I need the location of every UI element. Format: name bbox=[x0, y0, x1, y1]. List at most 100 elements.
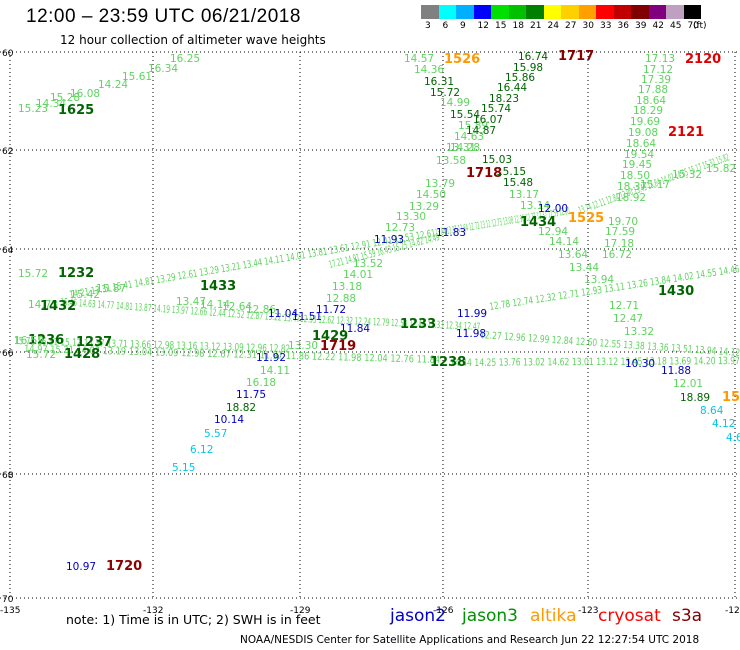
wave-height-legend bbox=[421, 5, 701, 19]
pass-time-label: 2121 bbox=[668, 125, 704, 140]
wave-height-label: 16.07 bbox=[473, 114, 503, 126]
wave-height-label: 15.89 bbox=[458, 120, 488, 132]
longitude-tick-label: -123 bbox=[578, 606, 598, 616]
wave-height-label: 6.12 bbox=[190, 444, 213, 456]
wave-height-label: 14.34 bbox=[36, 98, 66, 110]
wave-height-label: 11.84 bbox=[340, 323, 370, 335]
page-subtitle: 12 hour collection of altimeter wave hei… bbox=[60, 33, 326, 47]
wave-height-label: 11.83 bbox=[436, 227, 466, 239]
pass-time-label: 1720 bbox=[106, 559, 142, 574]
wave-height-label: 14.28 bbox=[450, 142, 480, 154]
wave-height-label: 14.99 bbox=[440, 97, 470, 109]
wave-height-label: 5.57 bbox=[204, 428, 227, 440]
legend-swatch bbox=[683, 5, 701, 19]
wave-height-label: 15.03 bbox=[482, 154, 512, 166]
wave-height-label: 12.94 bbox=[538, 226, 568, 238]
wave-height-label: 14.24 bbox=[98, 79, 128, 91]
wave-height-label: 11.04 bbox=[268, 308, 298, 320]
wave-height-label: 18.50 bbox=[620, 170, 650, 182]
wave-height-label: 13.18 bbox=[332, 281, 362, 293]
wave-height-label: 14.14 bbox=[200, 299, 230, 311]
footnote: note: 1) Time is in UTC; 2) SWH is in fe… bbox=[66, 612, 321, 627]
wave-height-label: 13.31 bbox=[446, 142, 476, 154]
wave-height-label: 13.44 bbox=[569, 262, 599, 274]
wave-height-label: 11.98 bbox=[456, 328, 486, 340]
wave-height-label: 17.88 bbox=[638, 84, 668, 96]
wave-height-label: 12.01 bbox=[673, 378, 703, 390]
wave-height-label: 16.44 bbox=[497, 82, 527, 94]
wave-height-label: 14.57 bbox=[404, 53, 434, 65]
legend-swatch bbox=[543, 5, 561, 19]
legend-swatch bbox=[666, 5, 684, 19]
wave-height-label: 18.64 bbox=[636, 95, 666, 107]
latitude-tick-label: 62 bbox=[2, 147, 13, 157]
satellite-jason2: jason2 bbox=[390, 606, 446, 626]
legend-label: 24 bbox=[547, 21, 559, 31]
wave-height-label: 4.6 bbox=[726, 432, 740, 444]
wave-height-label: 14.14 bbox=[549, 236, 579, 248]
wave-height-label: 13.30 bbox=[288, 340, 318, 352]
legend-label: 6 bbox=[442, 21, 449, 31]
wave-height-label: 19.69 bbox=[630, 116, 660, 128]
wave-height-label: 13.52 bbox=[353, 258, 383, 270]
wave-height-label: 15.72 bbox=[26, 349, 56, 361]
wave-height-label: 8.64 bbox=[700, 405, 724, 417]
wave-height-label: 16.08 bbox=[70, 88, 100, 100]
satellite-altika: altika bbox=[530, 606, 577, 626]
wave-height-label: 19.08 bbox=[628, 127, 658, 139]
legend-label: 21 bbox=[530, 21, 542, 31]
pass-time-label: 1238 bbox=[430, 355, 466, 370]
wave-height-label: 11.99 bbox=[457, 308, 487, 320]
pass-time-label: 1237 bbox=[76, 335, 112, 350]
latitude-tick-label: 70 bbox=[2, 595, 14, 605]
wave-height-label: 14.63 bbox=[454, 131, 484, 143]
longitude-tick-label: -132 bbox=[143, 606, 163, 616]
wave-height-label: 11.88 bbox=[661, 365, 691, 377]
wave-height-label: 12.88 bbox=[326, 293, 356, 305]
wave-height-label: 11.72 bbox=[316, 304, 346, 316]
wave-height-label: 15.87 bbox=[96, 283, 126, 295]
wave-height-label: 17.12 bbox=[643, 64, 673, 76]
pass-time-label: 1232 bbox=[58, 266, 94, 281]
pass-time-label: 1432 bbox=[40, 299, 76, 314]
wave-height-label: 12.47 bbox=[613, 313, 643, 325]
wave-height-label: 18.89 bbox=[680, 392, 710, 404]
wave-height-label: 13.64 bbox=[558, 249, 588, 261]
wave-height-label: 12.86 bbox=[246, 304, 276, 316]
pass-time-label: 1525 bbox=[568, 211, 604, 226]
pass-time-label: 1430 bbox=[658, 284, 694, 299]
pass-time-label: 1429 bbox=[312, 329, 348, 344]
wave-height-label: 13.14 bbox=[520, 200, 550, 212]
wave-height-label: 15.54 bbox=[450, 109, 480, 121]
latitude-tick-label: 64 bbox=[2, 246, 14, 256]
wave-height-label: 10.14 bbox=[214, 414, 244, 426]
wave-height-label: 17.18 bbox=[604, 238, 634, 250]
legend-label: 42 bbox=[652, 21, 664, 31]
legend-unit: (ft) bbox=[693, 21, 707, 31]
wave-height-label: 5.15 bbox=[172, 462, 195, 474]
wave-height-label: 14.36 bbox=[414, 64, 444, 76]
pass-time-label: 1434 bbox=[520, 215, 556, 230]
wave-height-label: 13.17 bbox=[509, 189, 539, 201]
legend-swatch bbox=[473, 5, 491, 19]
legend-label: 27 bbox=[565, 21, 577, 31]
pass-time-label: 1526 bbox=[444, 52, 480, 67]
legend-label: 18 bbox=[512, 21, 524, 31]
wave-height-label: 15.17 bbox=[640, 179, 670, 191]
satellite-s3a: s3a bbox=[672, 606, 703, 626]
wave-height-label: 14.11 bbox=[260, 365, 290, 377]
wave-height-label: 18.23 bbox=[489, 93, 519, 105]
legend-swatch bbox=[613, 5, 631, 19]
legend-swatch bbox=[648, 5, 666, 19]
longitude-tick-label: -129 bbox=[290, 606, 311, 616]
legend-swatch bbox=[491, 5, 509, 19]
wave-height-label: 18.92 bbox=[616, 192, 646, 204]
wave-height-label: 17.39 bbox=[641, 74, 671, 86]
wave-height-label: 12.71 bbox=[609, 300, 639, 312]
wave-height-label: 15.61 bbox=[122, 71, 152, 83]
legend-label: 39 bbox=[635, 21, 647, 31]
legend-label: 45 bbox=[670, 21, 682, 31]
wave-height-label: 17.13 bbox=[645, 53, 675, 65]
legend-swatch bbox=[596, 5, 614, 19]
